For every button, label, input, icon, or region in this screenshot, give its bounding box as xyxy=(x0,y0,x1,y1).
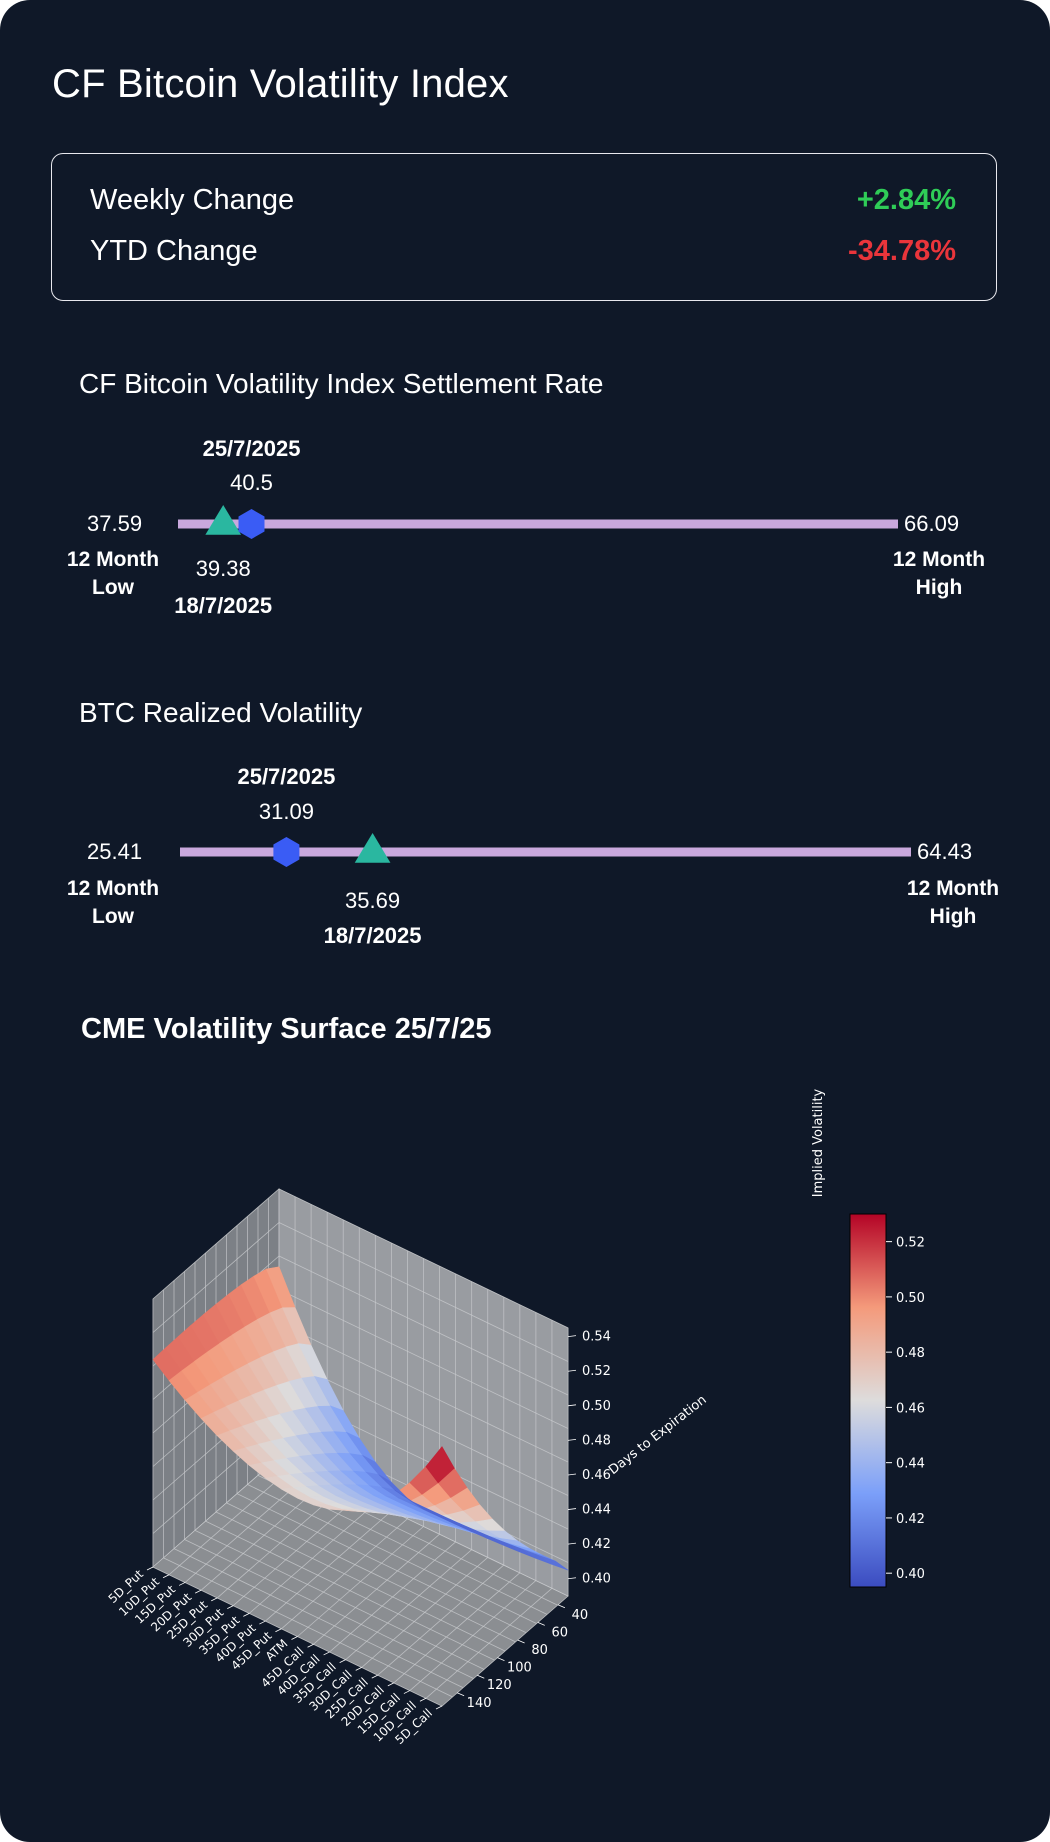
z-tick-label: 0.42 xyxy=(582,1537,611,1552)
x-tick-mark xyxy=(387,1682,395,1687)
bvx-high-value: 66.09 xyxy=(904,511,960,536)
z-tick-mark xyxy=(567,1335,577,1338)
z-axis-label: Implied Volatility xyxy=(811,1088,826,1197)
surface-mesh xyxy=(152,1266,569,1571)
z-tick-mark xyxy=(567,1508,577,1510)
z-tick-label: 0.50 xyxy=(582,1399,611,1414)
z-tick-label: 0.44 xyxy=(582,1503,611,1518)
z-tick-label: 0.48 xyxy=(582,1433,611,1448)
weekly-change-value: +2.84% xyxy=(856,184,956,216)
ytd-change-value: -34.78% xyxy=(847,235,956,267)
page-title: CF Bitcoin Volatility Index xyxy=(52,62,509,106)
colorbar-tick-label: 0.50 xyxy=(896,1291,925,1306)
y-tick-mark xyxy=(557,1604,566,1609)
rv-high-value: 64.43 xyxy=(917,839,973,864)
colorbar xyxy=(849,1213,887,1588)
colorbar-tick-label: 0.48 xyxy=(896,1346,925,1361)
volatility-surface-chart: 5D_Put10D_Put15D_Put20D_Put25D_Put30D_Pu… xyxy=(106,1088,925,1747)
z-tick-label: 0.52 xyxy=(582,1364,611,1379)
y-tick-label: 40 xyxy=(572,1608,589,1623)
x-tick-mark xyxy=(211,1597,218,1602)
bvx-low-label: 12 Month Low xyxy=(66,548,160,599)
bvx-prior-value: 39.38 xyxy=(195,556,251,581)
z-tick-mark xyxy=(567,1473,577,1476)
z-tick-mark xyxy=(567,1438,577,1441)
x-tick-mark xyxy=(146,1566,154,1571)
colorbar-ticks: 0.40 0.42 0.44 0.46 0.48 0.50 0.52 xyxy=(886,1236,925,1582)
colorbar-tick-label: 0.44 xyxy=(896,1457,925,1472)
x-tick-mark xyxy=(323,1651,330,1656)
z-tick-mark xyxy=(567,1542,577,1545)
rv-current-hexagon-marker xyxy=(273,837,300,867)
y-axis-label: Days to Expiration xyxy=(606,1392,710,1478)
x-tick-mark xyxy=(419,1697,427,1702)
bvx-current-value: 40.5 xyxy=(230,470,273,495)
x-tick-mark xyxy=(339,1659,346,1664)
y-tick-mark xyxy=(497,1657,505,1661)
bvx-current-hexagon-marker xyxy=(238,509,265,539)
surface-patch xyxy=(539,1555,569,1571)
y-tick-label: 140 xyxy=(467,1696,492,1711)
ytd-change-label: YTD Change xyxy=(90,235,258,267)
bvx-current-date: 25/7/2025 xyxy=(202,436,301,461)
rv-current-value: 31.09 xyxy=(258,799,314,824)
x-tick-mark xyxy=(435,1705,443,1710)
rv-prior-date: 18/7/2025 xyxy=(323,923,422,948)
x-tick-mark xyxy=(259,1620,266,1625)
y-tick-label: 120 xyxy=(487,1678,512,1693)
y-tick-mark xyxy=(456,1692,465,1697)
rv-current-date: 25/7/2025 xyxy=(237,764,336,789)
x-tick-mark xyxy=(355,1667,362,1671)
z-tick-label: 0.54 xyxy=(582,1330,611,1345)
x-tick-mark xyxy=(178,1582,186,1586)
rv-low-value: 25.41 xyxy=(87,839,143,864)
bvx-prior-date: 18/7/2025 xyxy=(174,593,273,618)
colorbar-tick-label: 0.42 xyxy=(896,1512,925,1527)
z-axis-ticks: 0.40 0.42 0.44 0.46 0.48 0.50 0.52 0.54 xyxy=(567,1330,611,1587)
x-tick-mark xyxy=(291,1636,298,1640)
changes-box: Weekly Change +2.84% YTD Change -34.78% xyxy=(51,153,997,301)
y-tick-mark xyxy=(517,1639,525,1644)
rv-high-label: 12 Month High xyxy=(906,877,1000,928)
colorbar-tick-label: 0.40 xyxy=(896,1567,925,1582)
x-tick-mark xyxy=(371,1674,378,1679)
z-tick-label: 0.46 xyxy=(582,1468,611,1483)
x-tick-mark xyxy=(243,1612,250,1617)
x-tick-mark xyxy=(275,1628,282,1633)
rv-low-label: 12 Month Low xyxy=(66,877,160,928)
rv-section-title: BTC Realized Volatility xyxy=(79,697,363,728)
bvx-section-title: CF Bitcoin Volatility Index Settlement R… xyxy=(79,368,604,399)
y-tick-label: 80 xyxy=(531,1643,548,1658)
x-tick-mark xyxy=(194,1589,202,1594)
y-tick-label: 60 xyxy=(552,1625,569,1640)
colorbar-tick-label: 0.52 xyxy=(896,1236,925,1251)
surface-chart-title: CME Volatility Surface 25/7/25 xyxy=(81,1013,492,1045)
x-tick-mark xyxy=(162,1574,170,1579)
z-tick-mark xyxy=(567,1577,577,1580)
weekly-change-label: Weekly Change xyxy=(90,184,295,216)
bvx-high-label: 12 Month High xyxy=(892,548,986,599)
z-tick-label: 0.40 xyxy=(582,1572,611,1587)
bvx-low-value: 37.59 xyxy=(87,511,143,536)
x-tick-mark xyxy=(307,1643,314,1648)
colorbar-tick-label: 0.46 xyxy=(896,1401,925,1416)
rv-prior-triangle-marker xyxy=(354,833,391,863)
x-tick-mark xyxy=(403,1690,411,1694)
z-tick-mark xyxy=(567,1369,577,1372)
y-tick-mark xyxy=(477,1674,485,1679)
bvx-prior-triangle-marker xyxy=(205,505,242,535)
x-tick-mark xyxy=(227,1605,234,1609)
y-tick-mark xyxy=(537,1622,545,1626)
z-tick-mark xyxy=(567,1404,577,1407)
y-tick-label: 100 xyxy=(507,1661,532,1676)
rv-prior-value: 35.69 xyxy=(345,888,401,913)
